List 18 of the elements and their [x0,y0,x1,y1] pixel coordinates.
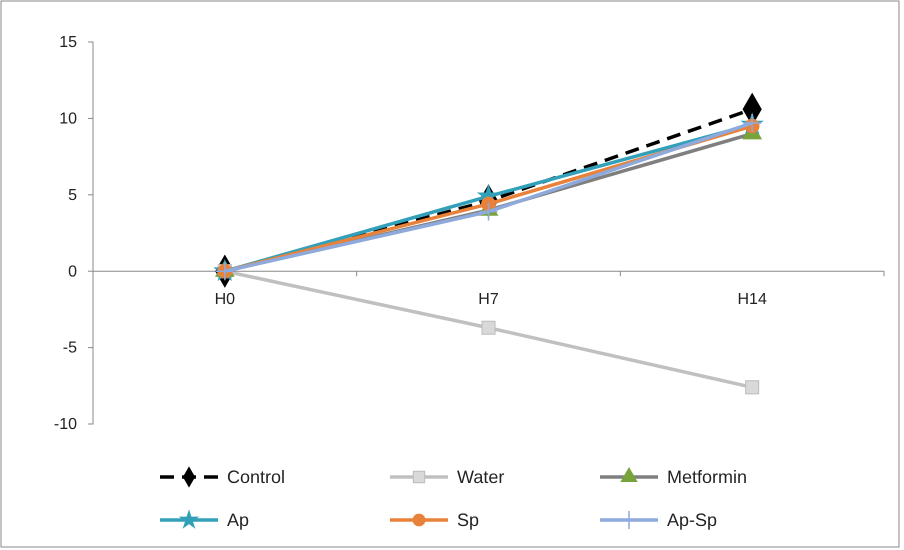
x-tick-label: H7 [478,291,499,308]
legend-label: Ap [227,510,250,530]
y-tick-label: 10 [59,110,78,128]
legend-label: Metformin [667,467,748,487]
point [481,320,496,335]
x-tick-label: H14 [737,291,767,308]
y-tick-label: 15 [59,34,78,52]
y-tick-label: 5 [68,186,78,204]
x-tick-label: H0 [214,291,236,308]
legend-label: Ap-Sp [667,510,718,530]
point [478,202,498,222]
legend-label: Control [227,467,286,487]
legend-label: Water [457,467,504,487]
y-tick-label: -10 [54,416,78,434]
y-tick-label: 0 [68,263,78,280]
y-tick-label: -5 [62,340,78,357]
legend-label: Sp [457,510,480,530]
point [745,380,760,394]
